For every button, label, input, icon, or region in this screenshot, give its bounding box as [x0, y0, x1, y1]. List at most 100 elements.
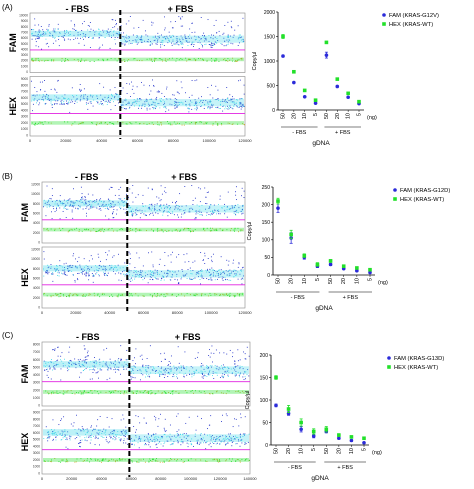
droplet	[143, 417, 145, 419]
droplet	[74, 438, 76, 440]
droplet	[147, 208, 149, 210]
droplet	[222, 293, 224, 295]
droplet	[242, 390, 243, 392]
droplet	[211, 366, 212, 368]
droplet	[211, 435, 213, 436]
droplet	[104, 30, 106, 32]
droplet	[237, 271, 239, 273]
droplet	[64, 439, 66, 440]
droplet	[35, 38, 37, 40]
droplet	[31, 29, 32, 31]
droplet	[228, 36, 229, 38]
droplet	[239, 434, 241, 436]
droplet	[73, 96, 75, 98]
droplet	[53, 367, 55, 369]
droplet	[134, 58, 136, 60]
droplet	[105, 431, 107, 433]
droplet	[51, 393, 52, 395]
droplet	[115, 371, 116, 373]
droplet	[200, 106, 202, 107]
droplet	[115, 23, 117, 24]
droplet	[32, 60, 34, 62]
droplet	[62, 228, 64, 230]
droplet	[108, 198, 109, 200]
droplet	[45, 43, 47, 45]
droplet	[51, 459, 52, 461]
y-tick-label: 6000	[21, 36, 28, 40]
droplet	[100, 198, 102, 200]
droplet	[41, 48, 43, 50]
droplet	[182, 434, 184, 436]
droplet	[47, 42, 48, 44]
data-point	[302, 88, 307, 93]
droplet	[72, 274, 74, 276]
droplet	[107, 442, 109, 444]
droplet	[185, 104, 186, 106]
droplet	[239, 98, 241, 100]
droplet	[47, 98, 49, 100]
droplet	[177, 43, 179, 45]
droplet	[78, 34, 80, 36]
droplet	[215, 19, 217, 21]
droplet	[215, 275, 217, 277]
droplet	[63, 104, 65, 105]
droplet	[200, 270, 202, 271]
droplet	[64, 94, 66, 96]
droplet	[81, 272, 83, 274]
droplet	[187, 41, 189, 43]
droplet	[63, 207, 65, 209]
droplet	[68, 351, 70, 353]
droplet	[129, 253, 131, 255]
droplet	[66, 296, 68, 297]
droplet	[164, 358, 166, 360]
droplet	[224, 108, 226, 110]
droplet	[122, 366, 124, 368]
droplet	[59, 433, 61, 435]
droplet	[237, 349, 239, 351]
droplet	[205, 202, 207, 204]
droplet	[171, 274, 173, 276]
droplet	[215, 60, 217, 61]
droplet	[240, 372, 242, 374]
droplet	[120, 435, 122, 436]
droplet	[116, 295, 118, 297]
droplet	[200, 391, 202, 393]
droplet	[178, 282, 180, 283]
droplet	[231, 437, 233, 439]
droplet	[54, 368, 56, 370]
droplet	[159, 441, 160, 443]
droplet	[169, 444, 171, 446]
droplet	[234, 29, 236, 31]
droplet	[156, 204, 158, 206]
droplet	[139, 98, 141, 99]
droplet	[56, 91, 58, 93]
droplet	[103, 293, 105, 295]
droplet	[166, 35, 168, 37]
droplet	[124, 391, 126, 393]
droplet	[128, 196, 129, 198]
droplet	[176, 42, 178, 44]
droplet	[88, 260, 90, 262]
droplet	[83, 392, 85, 394]
droplet	[70, 359, 71, 361]
droplet	[106, 33, 108, 35]
droplet	[156, 96, 158, 98]
x-tick-label: 80000	[172, 310, 184, 315]
droplet	[150, 435, 152, 437]
droplet	[127, 366, 129, 368]
droplet	[76, 29, 78, 31]
droplet	[85, 275, 87, 277]
droplet	[51, 60, 53, 62]
droplet	[204, 371, 206, 373]
droplet	[217, 459, 219, 461]
droplet	[119, 439, 121, 441]
droplet	[170, 212, 172, 214]
droplet	[175, 37, 177, 39]
droplet	[79, 436, 81, 438]
droplet	[156, 106, 157, 108]
droplet	[95, 231, 97, 233]
droplet	[225, 459, 227, 461]
droplet	[141, 212, 143, 214]
droplet	[166, 436, 168, 438]
droplet	[171, 27, 173, 29]
